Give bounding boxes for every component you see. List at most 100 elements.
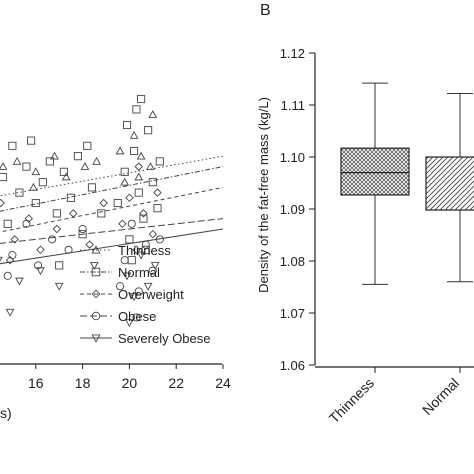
scatter-point <box>31 198 40 208</box>
scatter-point <box>123 120 132 130</box>
scatter-point <box>136 251 146 260</box>
scatter-point <box>125 319 134 328</box>
trend-line <box>0 228 224 265</box>
scatter-point <box>129 293 139 302</box>
trend-line <box>0 186 224 233</box>
scatter-point <box>132 245 141 255</box>
boxplot-y-axis-label: Density of the fat-free mass (kg/L) <box>256 97 271 293</box>
scatter-point <box>97 209 106 218</box>
scatter-point <box>15 188 24 197</box>
scatter-point <box>36 245 45 255</box>
scatter-point <box>132 313 141 322</box>
scatter-point <box>141 245 150 254</box>
scatter-point <box>45 157 54 166</box>
scatter-point <box>127 219 136 228</box>
boxplot-y-axis: 1.06 1.07 1.08 1.09 1.10 1.11 1.12 <box>280 46 316 373</box>
scatter-point <box>52 209 61 218</box>
scatter-point <box>34 261 43 270</box>
scatter-point <box>153 188 162 197</box>
legend-label: Normal <box>118 265 160 280</box>
scatter-point <box>73 152 82 161</box>
x-tick-label: 16 <box>28 375 44 391</box>
panel-b-label: B <box>260 2 271 19</box>
scatter-point <box>59 167 68 176</box>
scatter-point <box>139 209 148 218</box>
scatter-point <box>148 229 158 239</box>
scatter-point <box>125 193 134 203</box>
scatter-point <box>52 224 62 234</box>
legend-label: Overweight <box>118 287 184 302</box>
y-tick-label: 1.11 <box>281 98 305 113</box>
scatter-point <box>50 151 59 160</box>
scatter-point <box>113 198 122 208</box>
scatter-point <box>78 224 87 234</box>
scatter-point <box>5 308 15 317</box>
scatter-point <box>31 167 41 176</box>
scatter-point <box>80 162 90 170</box>
scatter-point <box>120 256 129 265</box>
scatter-point <box>66 193 75 202</box>
trend-line <box>0 155 224 197</box>
scatter-points <box>0 94 164 328</box>
scatter-point <box>22 219 31 228</box>
scatter-point <box>0 172 8 182</box>
scatter-point <box>85 240 94 249</box>
scatter-point <box>139 214 148 223</box>
scatter-point <box>8 250 17 260</box>
legend-marker <box>91 311 101 321</box>
legend-marker <box>91 334 101 343</box>
scatter-point <box>69 209 78 218</box>
legend-label: Severely Obese <box>118 331 211 346</box>
y-tick-label: 1.08 <box>280 254 305 269</box>
box-iqr <box>340 147 410 196</box>
scatter-point <box>148 178 157 187</box>
scatter-point <box>136 151 146 160</box>
scatter-point <box>48 235 57 244</box>
scatter-point <box>146 162 155 170</box>
scatter-point <box>12 156 22 165</box>
scatter-point <box>8 141 17 150</box>
scatter-panel: 16 18 20 22 24 s) Thinness Normal Overweight Ob… <box>0 94 231 421</box>
scatter-point <box>118 219 127 229</box>
x-tick-label: Thinness <box>326 375 377 426</box>
scatter-point <box>115 146 125 155</box>
scatter-point <box>22 162 31 171</box>
trend-line <box>0 166 224 212</box>
scatter-point <box>155 157 164 166</box>
trend-lines <box>0 155 224 265</box>
scatter-point <box>148 266 157 275</box>
scatter-point <box>3 219 12 228</box>
trend-line <box>0 218 224 244</box>
scatter-point <box>83 141 92 150</box>
scatter-point <box>10 235 19 244</box>
x-tick-label: 20 <box>122 375 138 391</box>
scatter-point <box>125 235 134 244</box>
scatter-legend: Thinness Normal Overweight Obese Severely Ob… <box>80 243 211 346</box>
scatter-point <box>150 262 160 270</box>
boxplot-x-axis: Thinness Normal <box>315 366 474 426</box>
scatter-point <box>132 105 141 114</box>
legend-marker <box>91 289 101 299</box>
scatter-x-axis-label-fragment: s) <box>0 405 12 421</box>
scatter-point <box>122 272 132 281</box>
scatter-point <box>61 172 71 181</box>
scatter-point <box>99 198 108 208</box>
scatter-point <box>134 287 143 296</box>
scatter-point <box>27 136 36 145</box>
scatter-point <box>89 262 99 270</box>
legend-label: Thinness <box>118 243 171 258</box>
scatter-point <box>92 156 102 165</box>
scatter-point <box>115 282 125 291</box>
scatter-point <box>55 261 64 270</box>
boxplot-panel: B Density of the fat-free mass (kg/L) 1.… <box>256 2 474 426</box>
legend-label: Obese <box>118 309 156 324</box>
scatter-point <box>153 204 162 213</box>
scatter-point <box>0 256 3 262</box>
scatter-point <box>144 126 153 135</box>
scatter-point <box>15 277 24 286</box>
scatter-point <box>134 162 143 171</box>
scatter-point <box>24 214 34 223</box>
scatter-point <box>38 178 47 187</box>
scatter-point <box>3 271 12 280</box>
